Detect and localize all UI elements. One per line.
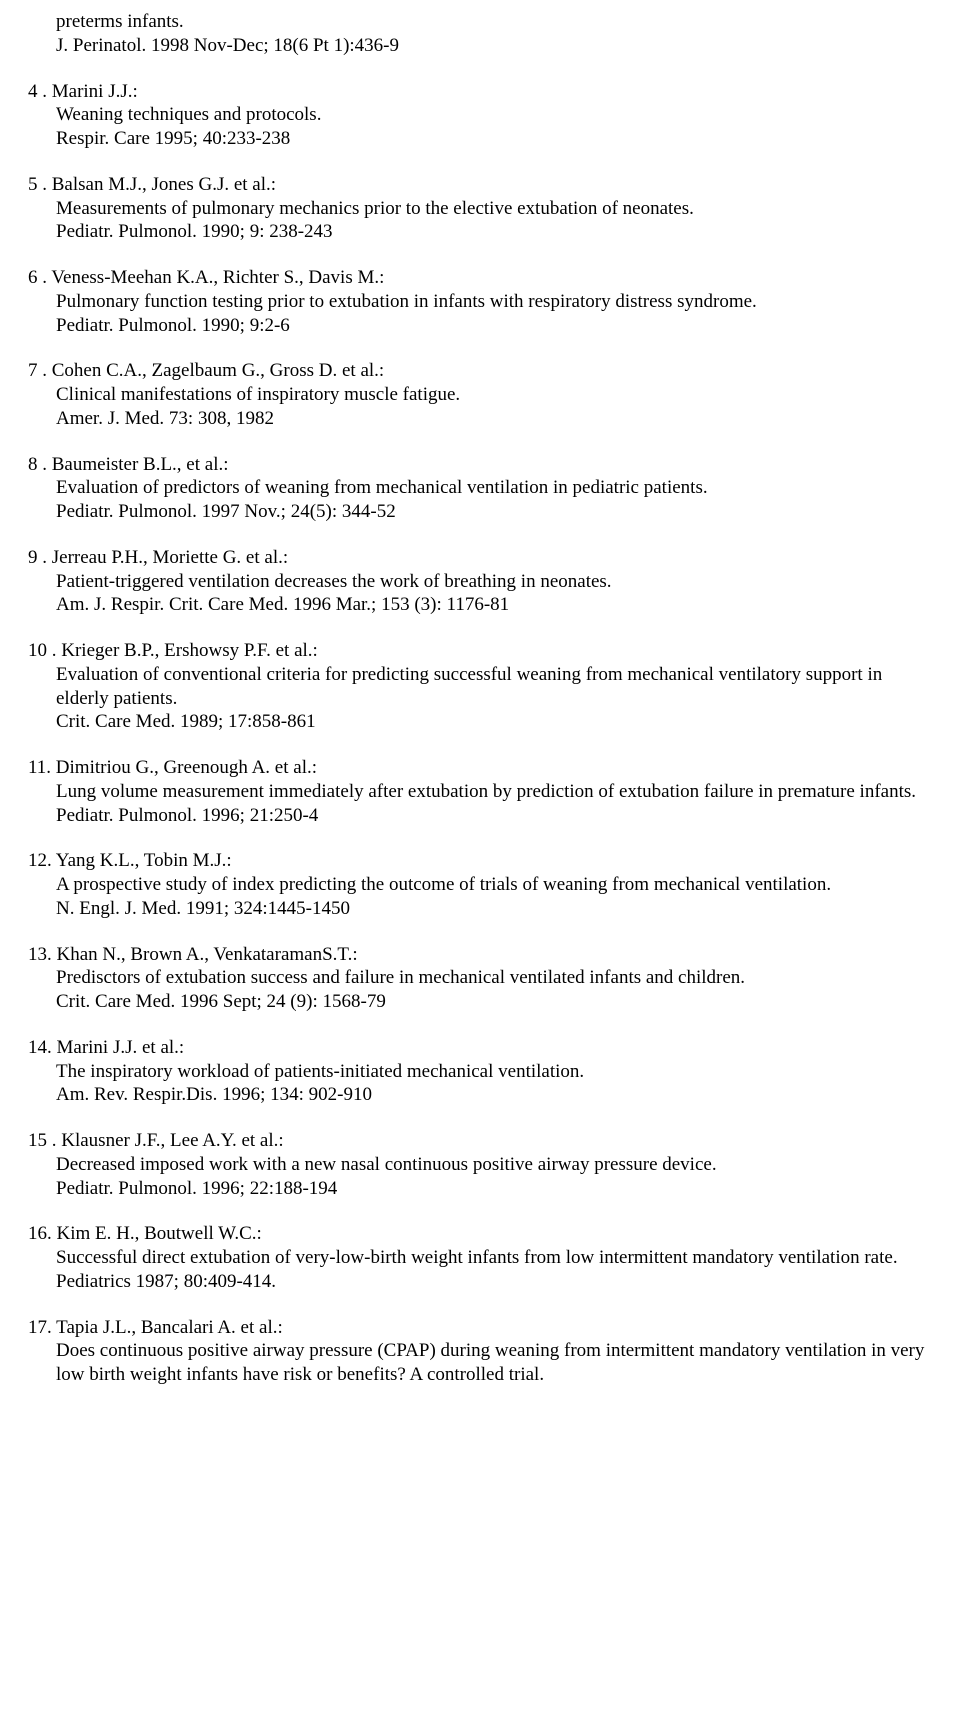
reference-journal: Crit. Care Med. 1989; 17:858-861 <box>28 710 932 734</box>
reference-number: 4 . <box>28 81 47 102</box>
reference-title: Evaluation of conventional criteria for … <box>28 663 932 711</box>
reference-number: 17. <box>28 1317 52 1338</box>
reference-header: 11. Dimitriou G., Greenough A. et al.: <box>28 756 932 780</box>
reference-journal: Pediatr. Pulmonol. 1996; 21:250-4 <box>28 804 932 828</box>
reference-journal: Am. Rev. Respir.Dis. 1996; 134: 902-910 <box>28 1083 932 1107</box>
reference-header: 16. Kim E. H., Boutwell W.C.: <box>28 1222 932 1246</box>
reference-item: 5 . Balsan M.J., Jones G.J. et al.: Meas… <box>28 173 932 244</box>
reference-authors: Yang K.L., Tobin M.J.: <box>56 850 232 871</box>
reference-title: Measurements of pulmonary mechanics prio… <box>28 197 932 221</box>
reference-authors: Veness-Meehan K.A., Richter S., Davis M.… <box>51 267 384 288</box>
reference-authors: Baumeister B.L., et al.: <box>52 454 229 475</box>
reference-title: Clinical manifestations of inspiratory m… <box>28 383 932 407</box>
reference-title: The inspiratory workload of patients-ini… <box>28 1060 932 1084</box>
reference-number: 12. <box>28 850 52 871</box>
reference-item: 12. Yang K.L., Tobin M.J.: A prospective… <box>28 849 932 920</box>
reference-journal: Am. J. Respir. Crit. Care Med. 1996 Mar.… <box>28 593 932 617</box>
reference-journal: N. Engl. J. Med. 1991; 324:1445-1450 <box>28 897 932 921</box>
reference-journal: Pediatrics 1987; 80:409-414. <box>28 1270 932 1294</box>
reference-journal: Pediatr. Pulmonol. 1990; 9:2-6 <box>28 314 932 338</box>
reference-number: 5 . <box>28 174 47 195</box>
reference-header: 15 . Klausner J.F., Lee A.Y. et al.: <box>28 1129 932 1153</box>
reference-header: 10 . Krieger B.P., Ershowsy P.F. et al.: <box>28 639 932 663</box>
reference-authors: Krieger B.P., Ershowsy P.F. et al.: <box>61 640 318 661</box>
reference-number: 13. <box>28 944 52 965</box>
reference-header: 14. Marini J.J. et al.: <box>28 1036 932 1060</box>
reference-item: 15 . Klausner J.F., Lee A.Y. et al.: Dec… <box>28 1129 932 1200</box>
reference-number: 11. <box>28 757 51 778</box>
reference-title: Lung volume measurement immediately afte… <box>28 780 932 804</box>
reference-journal: Amer. J. Med. 73: 308, 1982 <box>28 407 932 431</box>
reference-authors: Klausner J.F., Lee A.Y. et al.: <box>61 1130 283 1151</box>
reference-header: 6 . Veness-Meehan K.A., Richter S., Davi… <box>28 266 932 290</box>
reference-authors: Tapia J.L., Bancalari A. et al.: <box>56 1317 283 1338</box>
reference-title: Pulmonary function testing prior to extu… <box>28 290 932 314</box>
reference-item: 13. Khan N., Brown A., VenkataramanS.T.:… <box>28 943 932 1014</box>
fragment-journal: J. Perinatol. 1998 Nov-Dec; 18(6 Pt 1):4… <box>28 34 932 58</box>
reference-number: 16. <box>28 1223 52 1244</box>
reference-item: 6 . Veness-Meehan K.A., Richter S., Davi… <box>28 266 932 337</box>
reference-item: 16. Kim E. H., Boutwell W.C.: Successful… <box>28 1222 932 1293</box>
reference-number: 10 . <box>28 640 57 661</box>
reference-title: Evaluation of predictors of weaning from… <box>28 476 932 500</box>
reference-number: 9 . <box>28 547 47 568</box>
reference-journal: Crit. Care Med. 1996 Sept; 24 (9): 1568-… <box>28 990 932 1014</box>
reference-item: 11. Dimitriou G., Greenough A. et al.: L… <box>28 756 932 827</box>
reference-header: 17. Tapia J.L., Bancalari A. et al.: <box>28 1316 932 1340</box>
reference-header: 9 . Jerreau P.H., Moriette G. et al.: <box>28 546 932 570</box>
reference-title: Decreased imposed work with a new nasal … <box>28 1153 932 1177</box>
reference-header: 13. Khan N., Brown A., VenkataramanS.T.: <box>28 943 932 967</box>
reference-item: 8 . Baumeister B.L., et al.: Evaluation … <box>28 453 932 524</box>
reference-title: Predisctors of extubation success and fa… <box>28 966 932 990</box>
reference-title: Successful direct extubation of very-low… <box>28 1246 932 1270</box>
reference-journal: Pediatr. Pulmonol. 1996; 22:188-194 <box>28 1177 932 1201</box>
reference-header: 7 . Cohen C.A., Zagelbaum G., Gross D. e… <box>28 359 932 383</box>
reference-title: Weaning techniques and protocols. <box>28 103 932 127</box>
reference-authors: Marini J.J.: <box>52 81 138 102</box>
reference-authors: Khan N., Brown A., VenkataramanS.T.: <box>57 944 358 965</box>
reference-item: 14. Marini J.J. et al.: The inspiratory … <box>28 1036 932 1107</box>
reference-header: 8 . Baumeister B.L., et al.: <box>28 453 932 477</box>
reference-item: 10 . Krieger B.P., Ershowsy P.F. et al.:… <box>28 639 932 734</box>
reference-number: 6 . <box>28 267 47 288</box>
reference-number: 8 . <box>28 454 47 475</box>
reference-item: 7 . Cohen C.A., Zagelbaum G., Gross D. e… <box>28 359 932 430</box>
reference-fragment: preterms infants. J. Perinatol. 1998 Nov… <box>28 10 932 58</box>
reference-header: 12. Yang K.L., Tobin M.J.: <box>28 849 932 873</box>
reference-header: 5 . Balsan M.J., Jones G.J. et al.: <box>28 173 932 197</box>
reference-authors: Kim E. H., Boutwell W.C.: <box>52 1223 262 1244</box>
reference-authors: Jerreau P.H., Moriette G. et al.: <box>52 547 288 568</box>
reference-number: 7 . <box>28 360 47 381</box>
reference-header: 4 . Marini J.J.: <box>28 80 932 104</box>
reference-title: Does continuous positive airway pressure… <box>28 1339 932 1387</box>
reference-item: 17. Tapia J.L., Bancalari A. et al.: Doe… <box>28 1316 932 1387</box>
reference-authors: Balsan M.J., Jones G.J. et al.: <box>52 174 276 195</box>
reference-journal: Respir. Care 1995; 40:233-238 <box>28 127 932 151</box>
reference-authors: Marini J.J. et al.: <box>57 1037 185 1058</box>
reference-item: 9 . Jerreau P.H., Moriette G. et al.: Pa… <box>28 546 932 617</box>
fragment-line: preterms infants. <box>28 10 932 34</box>
reference-item: 4 . Marini J.J.: Weaning techniques and … <box>28 80 932 151</box>
reference-journal: Pediatr. Pulmonol. 1990; 9: 238-243 <box>28 220 932 244</box>
reference-journal: Pediatr. Pulmonol. 1997 Nov.; 24(5): 344… <box>28 500 932 524</box>
reference-title: Patient-triggered ventilation decreases … <box>28 570 932 594</box>
reference-number: 14. <box>28 1037 52 1058</box>
reference-authors: Dimitriou G., Greenough A. et al.: <box>56 757 317 778</box>
reference-number: 15 . <box>28 1130 57 1151</box>
reference-title: A prospective study of index predicting … <box>28 873 932 897</box>
reference-authors: Cohen C.A., Zagelbaum G., Gross D. et al… <box>52 360 384 381</box>
